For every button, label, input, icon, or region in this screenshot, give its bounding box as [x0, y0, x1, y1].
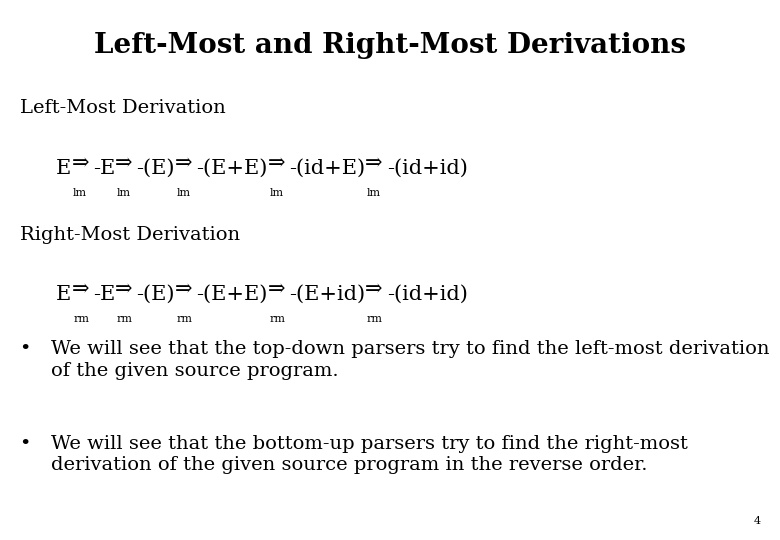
Text: rm: rm: [73, 314, 89, 323]
Text: ⇒: ⇒: [268, 154, 285, 174]
Text: E: E: [56, 285, 72, 304]
Text: -(E+E): -(E+E): [197, 285, 268, 304]
Text: lm: lm: [117, 188, 131, 198]
Text: ⇒: ⇒: [175, 154, 193, 174]
Text: -(E): -(E): [136, 159, 175, 178]
Text: -(id+id): -(id+id): [387, 285, 467, 304]
Text: -(id+id): -(id+id): [387, 159, 467, 178]
Text: 4: 4: [753, 516, 760, 526]
Text: lm: lm: [177, 188, 191, 198]
Text: lm: lm: [73, 188, 87, 198]
Text: Right-Most Derivation: Right-Most Derivation: [20, 226, 239, 244]
Text: rm: rm: [367, 314, 383, 323]
Text: ⇒: ⇒: [115, 154, 133, 174]
Text: ⇒: ⇒: [268, 280, 285, 300]
Text: Left-Most and Right-Most Derivations: Left-Most and Right-Most Derivations: [94, 32, 686, 59]
Text: -(E): -(E): [136, 285, 175, 304]
Text: rm: rm: [269, 314, 285, 323]
Text: ⇒: ⇒: [72, 154, 89, 174]
Text: ⇒: ⇒: [365, 154, 383, 174]
Text: ⇒: ⇒: [175, 280, 193, 300]
Text: ⇒: ⇒: [115, 280, 133, 300]
Text: of the given source program.: of the given source program.: [51, 362, 339, 380]
Text: We will see that the top-down parsers try to find the left-most derivation: We will see that the top-down parsers tr…: [51, 340, 769, 358]
Text: lm: lm: [269, 188, 284, 198]
Text: ⇒: ⇒: [365, 280, 383, 300]
Text: rm: rm: [117, 314, 133, 323]
Text: -(E+E): -(E+E): [197, 159, 268, 178]
Text: We will see that the bottom-up parsers try to find the right-most: We will see that the bottom-up parsers t…: [51, 435, 688, 453]
Text: lm: lm: [367, 188, 381, 198]
Text: -(id+E): -(id+E): [289, 159, 365, 178]
Text: -(E+id): -(E+id): [289, 285, 365, 304]
Text: rm: rm: [177, 314, 193, 323]
Text: Left-Most Derivation: Left-Most Derivation: [20, 99, 225, 117]
Text: E: E: [56, 159, 72, 178]
Text: -E: -E: [93, 159, 115, 178]
Text: •: •: [20, 340, 31, 358]
Text: derivation of the given source program in the reverse order.: derivation of the given source program i…: [51, 456, 647, 474]
Text: -E: -E: [93, 285, 115, 304]
Text: •: •: [20, 435, 31, 453]
Text: ⇒: ⇒: [72, 280, 89, 300]
